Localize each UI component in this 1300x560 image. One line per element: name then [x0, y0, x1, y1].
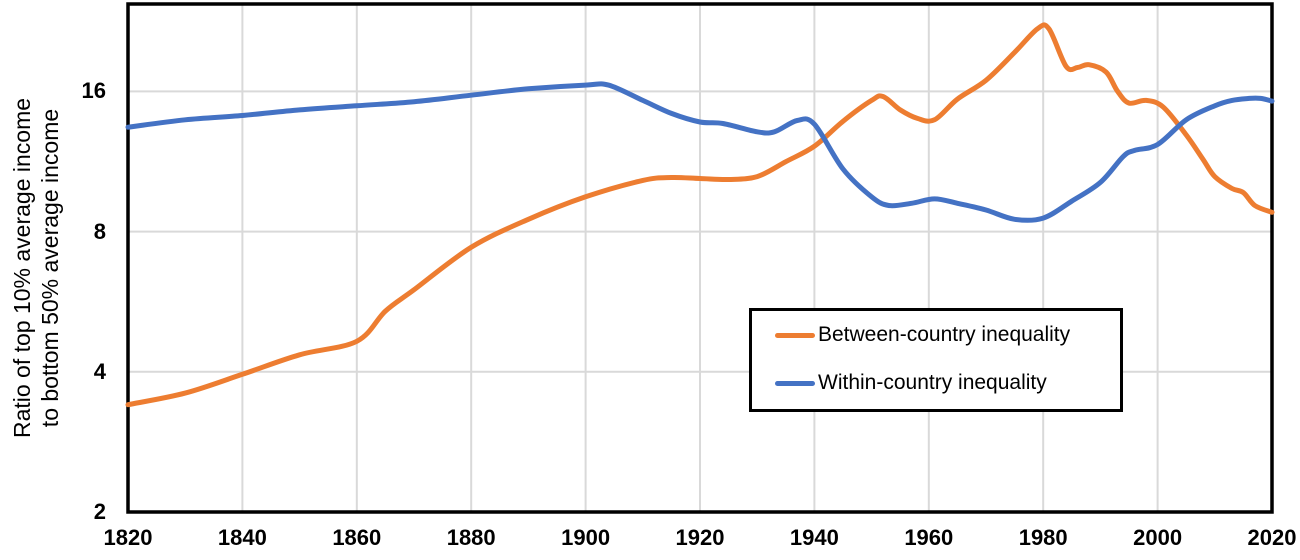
between-country-line-swatch: [775, 332, 815, 338]
between-country-line: [125, 22, 1275, 408]
legend-entry-between-country: Between-country inequality: [752, 322, 1120, 348]
legend-label-between-country: Between-country inequality: [818, 323, 1071, 346]
x-tick-label-2000: 2000: [1133, 525, 1183, 550]
x-tick-label-1860: 1860: [332, 525, 382, 550]
y-axis-title-line-1: Ratio of top 10% average income: [9, 97, 35, 439]
y-axis-title: Ratio of top 10% average income to botto…: [8, 98, 64, 438]
within-country-line-swatch: [775, 380, 815, 386]
y-tick-label-4: 4: [93, 358, 106, 384]
y-axis-title-line-2: to bottom 50% average income: [37, 108, 63, 428]
x-tick-label-1880: 1880: [446, 525, 496, 550]
x-tick-label-1840: 1840: [217, 525, 267, 550]
y-tick-label-16: 16: [81, 78, 106, 104]
within-country-line: [125, 81, 1275, 223]
x-tick-label-1960: 1960: [904, 525, 954, 550]
legend-entry-within-country: Within-country inequality: [752, 370, 1120, 396]
plot-border: [126, 2, 1274, 514]
x-tick-label-1980: 1980: [1018, 525, 1068, 550]
legend-label-within-country: Within-country inequality: [818, 371, 1047, 394]
legend: Between-country inequality Within-countr…: [749, 308, 1123, 412]
x-tick-label-2020: 2020: [1247, 525, 1297, 550]
x-tick-label-1920: 1920: [675, 525, 725, 550]
x-tick-label-1940: 1940: [789, 525, 839, 550]
y-tick-label-2: 2: [93, 499, 106, 524]
x-tick-label-1820: 1820: [103, 525, 153, 550]
x-tick-label-1900: 1900: [561, 525, 611, 550]
y-tick-label-8: 8: [93, 218, 106, 244]
